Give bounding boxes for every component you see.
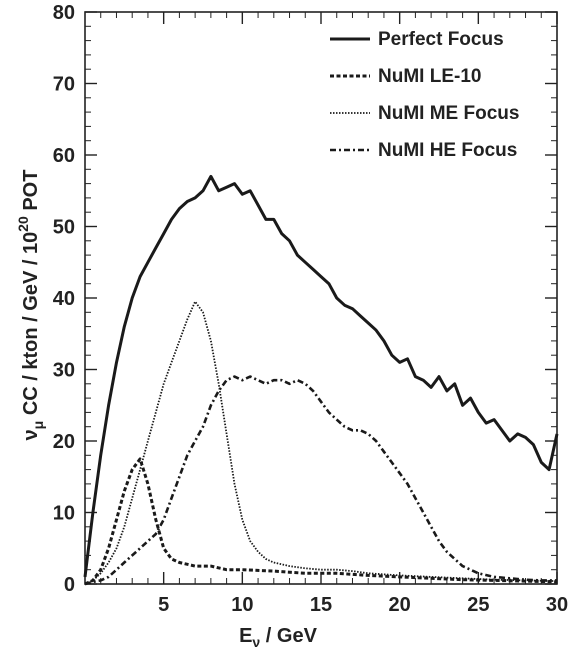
series-group xyxy=(83,174,559,586)
x-tick-label: 30 xyxy=(546,594,568,616)
x-tick-label: 15 xyxy=(310,594,332,616)
y-tick-label: 10 xyxy=(53,503,75,525)
y-axis-title-exp: 20 xyxy=(15,216,31,232)
y-axis-title: νμ CC / kton / GeV / 1020 POT xyxy=(15,170,46,441)
series-line-numi-me-focus xyxy=(84,300,558,585)
legend-label: Perfect Focus xyxy=(378,29,504,50)
x-tick-label: 5 xyxy=(158,594,169,616)
ticks: 5 10 15 20 25 30 0 10 20 30 40 50 60 70 80 xyxy=(53,2,568,616)
y-tick-label: 40 xyxy=(53,288,75,310)
y-tick-label: 60 xyxy=(53,145,75,167)
x-tick-label: 10 xyxy=(231,594,253,616)
y-axis-title-mu: μ xyxy=(30,421,46,430)
y-tick-label: 50 xyxy=(53,217,75,239)
x-tick-label: 25 xyxy=(467,594,489,616)
x-axis-title-rest: / GeV xyxy=(260,625,317,647)
y-axis-title-nu: ν xyxy=(20,429,42,440)
plot-frame xyxy=(84,11,558,585)
y-tick-label: 70 xyxy=(53,74,75,96)
y-axis-title-text: CC / kton / GeV / 10 xyxy=(20,232,42,421)
legend: Perfect Focus NuMI LE-10 NuMI ME Focus NuMI… xyxy=(330,29,519,161)
x-axis-title: Eν / GeV xyxy=(239,625,317,650)
series-line-perfect-focus xyxy=(83,174,559,578)
series-line-numi-he-focus xyxy=(84,375,557,586)
legend-label: NuMI ME Focus xyxy=(378,103,519,124)
y-tick-label: 0 xyxy=(64,574,75,596)
x-axis-title-sub: ν xyxy=(252,634,260,650)
x-axis-title-main: E xyxy=(239,625,252,647)
series-line-numi-le-10 xyxy=(84,457,558,586)
x-tick-label: 20 xyxy=(389,594,411,616)
y-tick-label: 30 xyxy=(53,360,75,382)
y-tick-label: 80 xyxy=(53,2,75,24)
legend-label: NuMI LE-10 xyxy=(378,66,481,87)
y-axis-title-tail: POT xyxy=(20,170,42,217)
legend-label: NuMI HE Focus xyxy=(378,140,517,161)
y-tick-label: 20 xyxy=(53,431,75,453)
